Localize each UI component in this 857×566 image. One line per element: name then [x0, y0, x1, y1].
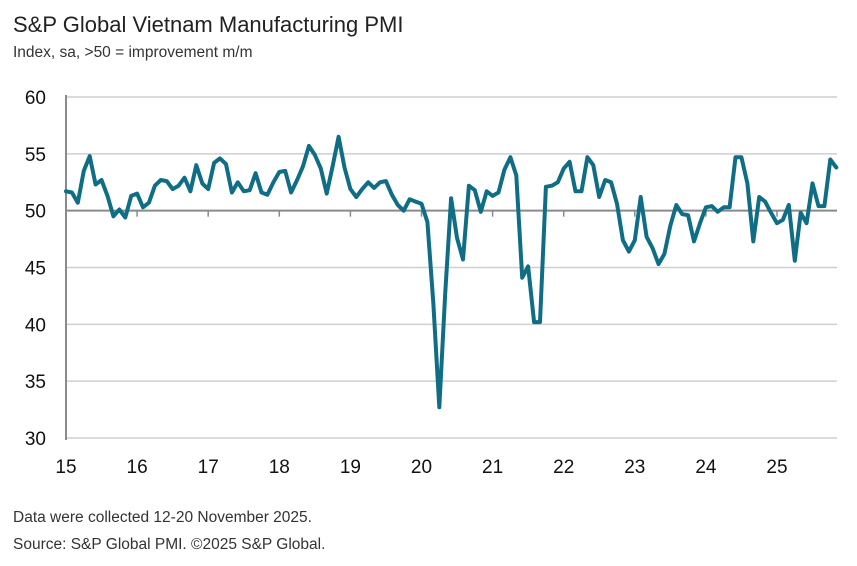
x-tick-label: 24: [695, 457, 717, 478]
x-tick-label: 15: [55, 457, 76, 478]
x-tick-label: 19: [340, 457, 361, 478]
y-tick-label: 35: [25, 372, 46, 393]
x-tick-label: 22: [553, 457, 574, 478]
x-tick-label: 16: [127, 457, 148, 478]
y-tick-label: 45: [25, 259, 46, 280]
y-tick-label: 50: [25, 202, 46, 223]
x-tick-label: 25: [766, 457, 787, 478]
y-tick-label: 60: [25, 88, 46, 109]
chart-subtitle: Index, sa, >50 = improvement m/m: [13, 44, 253, 61]
y-tick-label: 40: [25, 315, 46, 336]
x-tick-label: 21: [482, 457, 503, 478]
x-tick-label: 18: [269, 457, 290, 478]
y-tick-label: 30: [25, 429, 46, 450]
x-tick-label: 20: [411, 457, 432, 478]
footnote-source: Source: S&P Global PMI. ©2025 S&P Global…: [13, 536, 326, 553]
chart-title: S&P Global Vietnam Manufacturing PMI: [13, 12, 404, 37]
x-tick-label: 23: [624, 457, 645, 478]
pmi-series-line: [64, 134, 839, 410]
x-tick-label: 17: [198, 457, 219, 478]
footnote-collection: Data were collected 12-20 November 2025.: [13, 509, 312, 526]
y-tick-label: 55: [25, 145, 46, 166]
